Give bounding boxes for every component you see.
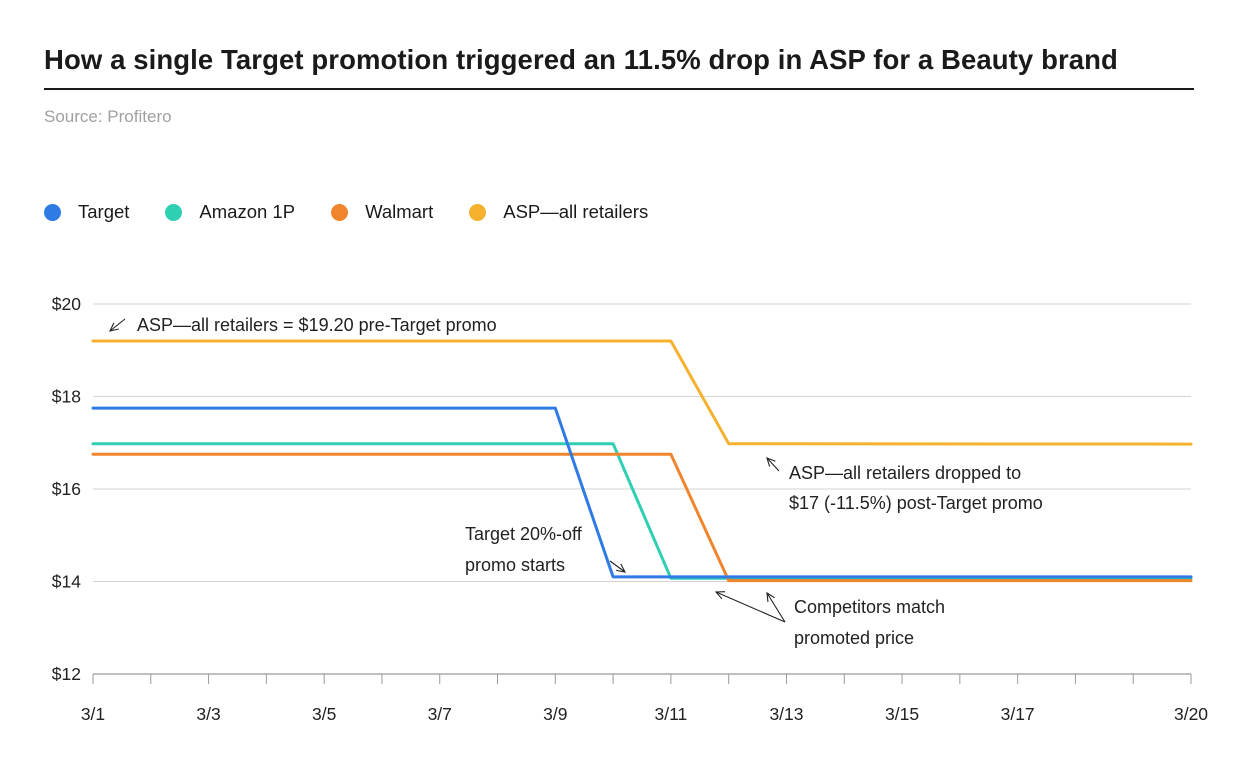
x-tick-label: 3/9 [543, 704, 567, 724]
series-line-asp [91, 339, 1193, 446]
annotation-arrow-competitors-walmart [766, 592, 786, 623]
legend-label-target: Target [78, 201, 130, 222]
legend-swatch-walmart [331, 203, 349, 221]
series-line-target [91, 406, 1193, 579]
annotation-arrow-target-promo [609, 560, 626, 573]
x-tick-label: 3/17 [1001, 704, 1035, 724]
legend-label-amazon: Amazon 1P [199, 201, 296, 222]
series-line-walmart [91, 452, 1193, 583]
legend-swatch-amazon [165, 203, 183, 221]
legend-item-target: Target [44, 201, 129, 223]
annotation-arrow-competitors-walmart-head [766, 591, 775, 603]
legend-label-walmart: Walmart [365, 201, 434, 222]
legend-item-asp: ASP—all retailers [469, 201, 648, 223]
y-tick-label: $16 [52, 479, 81, 499]
annotation-arrow-asp-pre-head [109, 322, 119, 332]
x-tick-label: 3/7 [428, 704, 452, 724]
annotation-target-promo-line2: promo starts [465, 555, 565, 575]
x-tick-label: 3/3 [196, 704, 220, 724]
annotation-arrow-competitors-amazon-head [714, 591, 726, 600]
legend: Target Amazon 1P Walmart ASP—all retaile… [44, 201, 684, 223]
x-tick-label: 3/15 [885, 704, 919, 724]
x-tick-label: 3/20 [1174, 704, 1208, 724]
title-divider [44, 88, 1194, 90]
legend-item-walmart: Walmart [331, 201, 433, 223]
annotation-asp-dropped-line1: ASP—all retailers dropped to [789, 463, 1021, 483]
y-tick-label: $18 [52, 387, 81, 407]
y-tick-label: $12 [52, 664, 81, 684]
annotation-arrow-target-promo-head [616, 563, 627, 573]
annotation-asp-dropped-line2: $17 (-11.5%) post-Target promo [789, 493, 1043, 513]
source-note: Source: Profitero [44, 107, 172, 126]
legend-swatch-asp [469, 203, 487, 221]
x-tick-label: 3/5 [312, 704, 336, 724]
legend-label-asp: ASP—all retailers [503, 201, 649, 222]
annotation-asp-pre-promo: ASP—all retailers = $19.20 pre-Target pr… [137, 315, 497, 335]
y-tick-label: $14 [52, 572, 81, 592]
annotation-competitors-line1: Competitors match [794, 597, 945, 617]
legend-swatch-target [44, 203, 61, 221]
annotation-arrow-asp-dropped-head [766, 457, 776, 467]
y-tick-label: $20 [52, 294, 81, 314]
x-tick-label: 3/13 [769, 704, 803, 724]
chart-title: How a single Target promotion triggered … [44, 44, 1118, 75]
annotation-target-promo-line1: Target 20%-off [465, 524, 583, 544]
legend-item-amazon: Amazon 1P [165, 201, 295, 223]
x-tick-label: 3/1 [81, 704, 105, 724]
x-tick-label: 3/11 [655, 704, 688, 724]
annotation-arrow-competitors-amazon [715, 591, 786, 623]
annotation-arrow-asp-dropped [766, 457, 780, 472]
annotation-competitors-line2: promoted price [794, 628, 914, 648]
annotation-arrow-asp-pre [109, 318, 126, 332]
